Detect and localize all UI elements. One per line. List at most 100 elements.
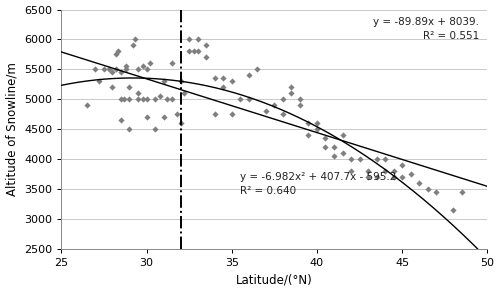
Point — [432, 190, 440, 194]
Point — [100, 67, 108, 72]
Point — [190, 49, 198, 54]
Point — [122, 67, 130, 72]
Point — [202, 43, 210, 48]
Point — [270, 103, 278, 108]
Point — [356, 157, 364, 161]
Point — [105, 67, 113, 72]
Point — [176, 79, 184, 84]
Point — [372, 157, 380, 161]
Point — [134, 91, 142, 96]
Point — [117, 118, 125, 123]
Point — [424, 187, 432, 191]
Point — [450, 208, 458, 212]
Point — [163, 97, 171, 102]
Point — [112, 52, 120, 57]
Point — [114, 49, 122, 54]
Point — [95, 79, 103, 84]
Point — [296, 97, 304, 102]
Point — [458, 190, 466, 194]
Point — [194, 37, 202, 42]
Point — [146, 61, 154, 66]
Point — [122, 64, 130, 69]
Point — [142, 97, 150, 102]
Point — [173, 112, 181, 117]
Point — [92, 67, 100, 72]
Point — [322, 145, 330, 150]
Point — [236, 97, 244, 102]
Point — [117, 70, 125, 75]
Point — [139, 97, 147, 102]
Point — [126, 85, 134, 90]
Point — [381, 157, 389, 161]
Point — [130, 37, 138, 42]
Point — [108, 85, 116, 90]
Point — [390, 169, 398, 173]
Point — [347, 157, 355, 161]
Point — [129, 43, 137, 48]
Point — [313, 121, 321, 126]
Point — [108, 70, 116, 75]
Point — [228, 79, 235, 84]
Point — [168, 97, 176, 102]
Point — [245, 73, 253, 78]
Point — [416, 181, 424, 185]
Point — [364, 169, 372, 173]
Point — [219, 76, 227, 81]
Point — [202, 55, 210, 60]
Point — [160, 115, 168, 120]
Point — [347, 169, 355, 173]
Point — [322, 136, 330, 140]
Point — [406, 172, 414, 176]
Y-axis label: Altitude of Snowline/m: Altitude of Snowline/m — [6, 62, 18, 196]
Point — [288, 85, 296, 90]
Point — [338, 151, 346, 155]
Point — [381, 169, 389, 173]
Point — [228, 112, 235, 117]
Point — [185, 37, 193, 42]
Point — [254, 67, 262, 72]
Point — [398, 175, 406, 179]
Point — [176, 121, 184, 126]
Point — [372, 175, 380, 179]
Point — [180, 91, 188, 96]
Point — [364, 175, 372, 179]
Point — [160, 79, 168, 84]
Point — [168, 61, 176, 66]
Point — [151, 97, 159, 102]
Point — [117, 97, 125, 102]
Point — [126, 97, 134, 102]
Point — [398, 163, 406, 167]
Point — [279, 112, 287, 117]
Point — [390, 175, 398, 179]
Point — [126, 127, 134, 131]
Point — [330, 145, 338, 150]
Point — [304, 133, 312, 138]
Point — [262, 109, 270, 114]
Text: y = -6.982x² + 407.7x - 595.2
R² = 0.640: y = -6.982x² + 407.7x - 595.2 R² = 0.640 — [240, 172, 396, 196]
Point — [296, 103, 304, 108]
Point — [112, 67, 120, 72]
Point — [151, 127, 159, 131]
Point — [120, 97, 128, 102]
Point — [279, 97, 287, 102]
Point — [338, 133, 346, 138]
Point — [288, 91, 296, 96]
Point — [83, 103, 91, 108]
Point — [156, 94, 164, 99]
X-axis label: Latitude/(°N): Latitude/(°N) — [236, 273, 312, 286]
Point — [194, 49, 202, 54]
Point — [134, 67, 142, 72]
Point — [142, 67, 150, 72]
Point — [330, 154, 338, 159]
Text: y = -89.89x + 8039.
R² = 0.551: y = -89.89x + 8039. R² = 0.551 — [373, 17, 479, 41]
Point — [313, 127, 321, 131]
Point — [219, 85, 227, 90]
Point — [134, 97, 142, 102]
Point — [304, 121, 312, 126]
Point — [245, 97, 253, 102]
Point — [142, 115, 150, 120]
Point — [210, 112, 218, 117]
Point — [210, 76, 218, 81]
Point — [185, 49, 193, 54]
Point — [139, 64, 147, 69]
